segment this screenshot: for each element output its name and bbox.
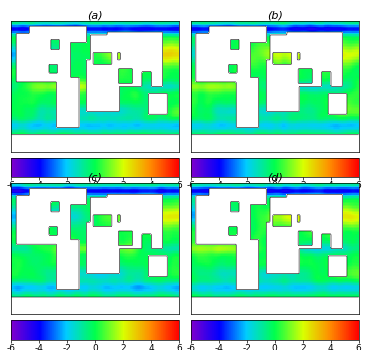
Title: (c): (c) <box>87 173 102 182</box>
Title: (a): (a) <box>87 10 103 20</box>
Title: (d): (d) <box>267 173 283 182</box>
Title: (b): (b) <box>267 10 283 20</box>
